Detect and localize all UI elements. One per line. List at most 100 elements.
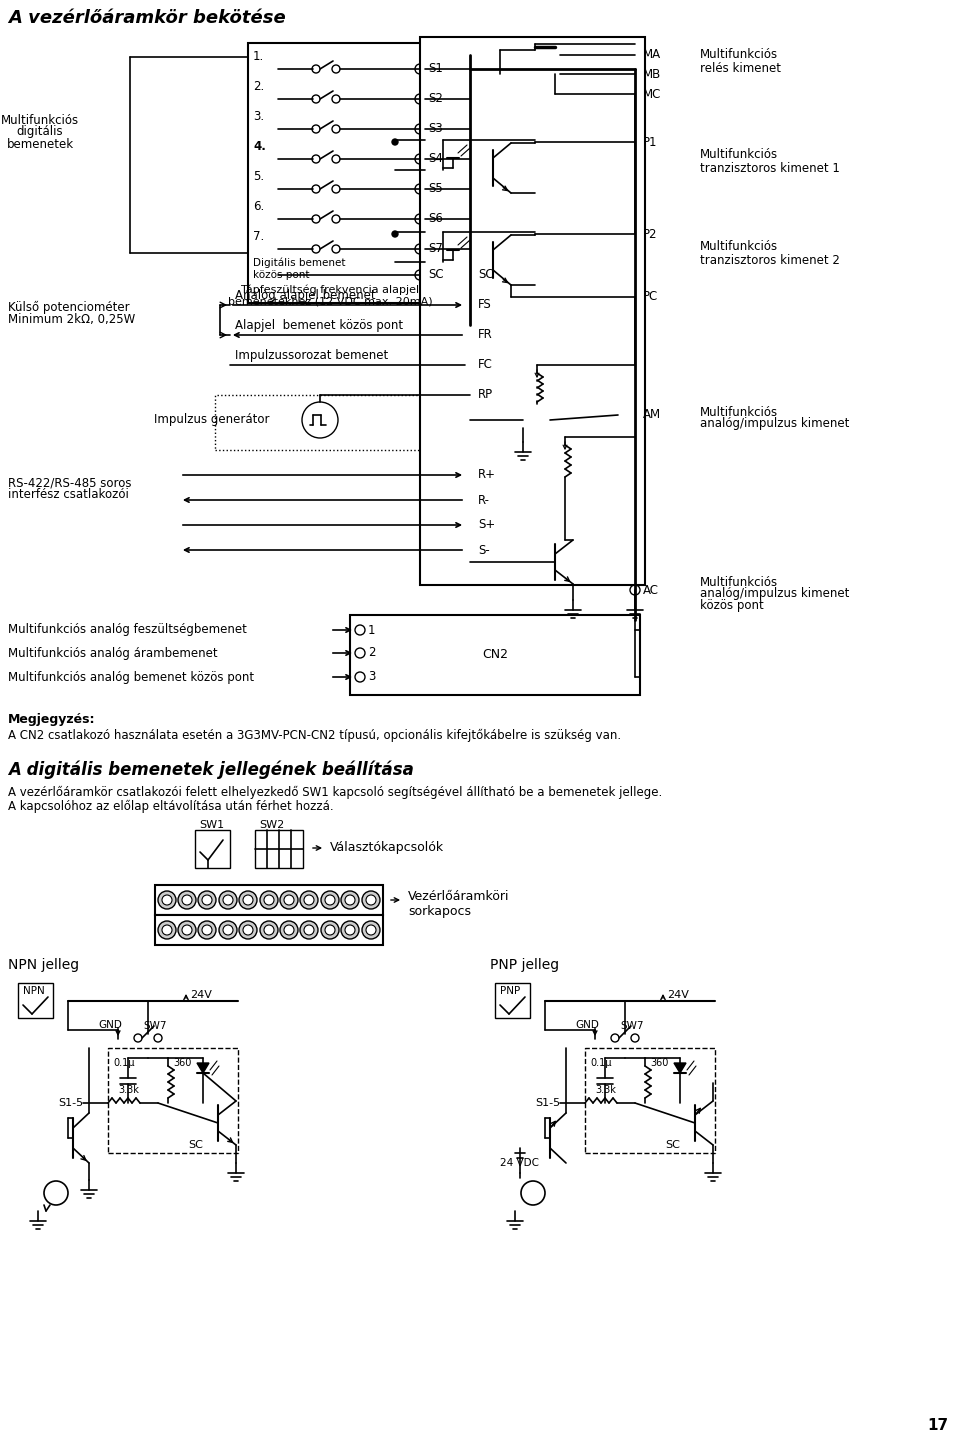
Circle shape [415, 243, 425, 253]
Text: közös pont: közös pont [700, 599, 764, 612]
Text: analóg/impulzus kimenet: analóg/impulzus kimenet [700, 418, 850, 431]
Text: CN2: CN2 [482, 648, 508, 661]
Circle shape [178, 922, 196, 939]
Bar [420, 37, 645, 585]
Circle shape [280, 922, 298, 939]
Text: Tápfeszültség frekvencia alapjel: Tápfeszültség frekvencia alapjel [241, 285, 420, 295]
Circle shape [366, 896, 376, 904]
Circle shape [550, 69, 560, 79]
Text: S+: S+ [478, 518, 495, 531]
Text: relés kimenet: relés kimenet [700, 62, 781, 75]
Text: Multifunkciós analóg árambemenet: Multifunkciós analóg árambemenet [8, 647, 218, 660]
Text: PNP: PNP [500, 986, 520, 996]
Text: Impulzussorozat bemenet: Impulzussorozat bemenet [235, 350, 388, 363]
Text: Megjegyzés:: Megjegyzés: [8, 713, 95, 727]
Circle shape [321, 891, 339, 909]
Text: 3.3k: 3.3k [118, 1084, 139, 1094]
Text: R+: R+ [478, 468, 496, 481]
Text: MA: MA [643, 49, 661, 62]
Text: SW2: SW2 [259, 819, 284, 829]
Circle shape [546, 416, 554, 423]
Text: közös pont: közös pont [253, 271, 309, 279]
Text: SC: SC [428, 268, 444, 281]
Text: 17: 17 [926, 1417, 948, 1433]
Circle shape [332, 95, 340, 104]
Circle shape [355, 672, 365, 683]
Circle shape [611, 1034, 619, 1043]
Text: RS-422/RS-485 soros: RS-422/RS-485 soros [8, 477, 132, 490]
Bar [425, 222, 535, 302]
Polygon shape [447, 148, 459, 158]
Circle shape [280, 891, 298, 909]
Bar [255, 829, 303, 868]
Circle shape [332, 245, 340, 253]
Circle shape [219, 891, 237, 909]
Circle shape [465, 520, 475, 530]
Circle shape [182, 896, 192, 904]
Circle shape [243, 896, 253, 904]
Text: S7: S7 [428, 242, 443, 255]
Text: A digitális bemenetek jellegének beállítása: A digitális bemenetek jellegének beállít… [8, 760, 414, 779]
Circle shape [202, 896, 212, 904]
Circle shape [312, 156, 320, 163]
Text: 3.3k: 3.3k [595, 1084, 616, 1094]
Text: Minimum 2kΩ, 0,25W: Minimum 2kΩ, 0,25W [8, 312, 135, 325]
Circle shape [321, 922, 339, 939]
Bar [155, 886, 383, 914]
Circle shape [415, 63, 425, 73]
Text: S3: S3 [428, 122, 443, 135]
Circle shape [341, 891, 359, 909]
Text: 6.: 6. [253, 200, 264, 213]
Bar [215, 395, 445, 449]
Text: S2: S2 [428, 92, 443, 105]
Circle shape [304, 924, 314, 935]
Text: tranzisztoros kimenet 1: tranzisztoros kimenet 1 [700, 161, 840, 174]
Text: 360: 360 [650, 1058, 668, 1068]
Circle shape [264, 896, 274, 904]
Text: SC: SC [188, 1140, 203, 1151]
Text: NPN: NPN [23, 986, 45, 996]
Circle shape [392, 230, 398, 238]
Text: Multifunkciós analóg feszültségbemenet: Multifunkciós analóg feszültségbemenet [8, 624, 247, 636]
Circle shape [243, 924, 253, 935]
Text: S6: S6 [428, 213, 443, 226]
Text: Digitális bemenet: Digitális bemenet [253, 258, 346, 268]
Circle shape [465, 544, 475, 554]
Text: 24V: 24V [667, 991, 689, 999]
Circle shape [630, 137, 640, 147]
Text: 1: 1 [368, 624, 375, 636]
Circle shape [332, 215, 340, 223]
Text: 3: 3 [368, 671, 375, 684]
Circle shape [618, 410, 628, 420]
Circle shape [264, 924, 274, 935]
Text: A vezérlőáramkör bekötése: A vezérlőáramkör bekötése [8, 9, 286, 27]
Circle shape [415, 215, 425, 225]
Text: PC: PC [643, 291, 659, 304]
Text: P1: P1 [643, 135, 658, 148]
Circle shape [341, 922, 359, 939]
Text: tranzisztoros kimenet 2: tranzisztoros kimenet 2 [700, 253, 840, 266]
Text: 5.: 5. [253, 170, 264, 183]
Text: NPN jelleg: NPN jelleg [8, 958, 79, 972]
Circle shape [366, 924, 376, 935]
Text: 0.1μ: 0.1μ [590, 1058, 612, 1068]
Circle shape [239, 891, 257, 909]
Text: Impulzus generátor: Impulzus generátor [155, 413, 270, 426]
Circle shape [465, 390, 475, 400]
Circle shape [630, 229, 640, 239]
Text: SW1: SW1 [199, 819, 224, 829]
Circle shape [312, 245, 320, 253]
Text: 2.: 2. [253, 81, 264, 94]
Text: A vezérlőáramkör csatlakozói felett elhelyezkedő SW1 kapcsoló segítségével állít: A vezérlőáramkör csatlakozói felett elhe… [8, 785, 662, 799]
Text: interfész csatlakozói: interfész csatlakozói [8, 488, 129, 501]
Text: AC: AC [643, 583, 659, 596]
Circle shape [260, 922, 278, 939]
Circle shape [630, 50, 640, 60]
Circle shape [312, 215, 320, 223]
Bar [585, 1048, 715, 1153]
Circle shape [465, 469, 475, 480]
Circle shape [332, 125, 340, 132]
Circle shape [465, 330, 475, 340]
Text: Analóg alapjel bemenet: Analóg alapjel bemenet [235, 289, 375, 302]
Text: Multifunkciós: Multifunkciós [700, 576, 779, 589]
